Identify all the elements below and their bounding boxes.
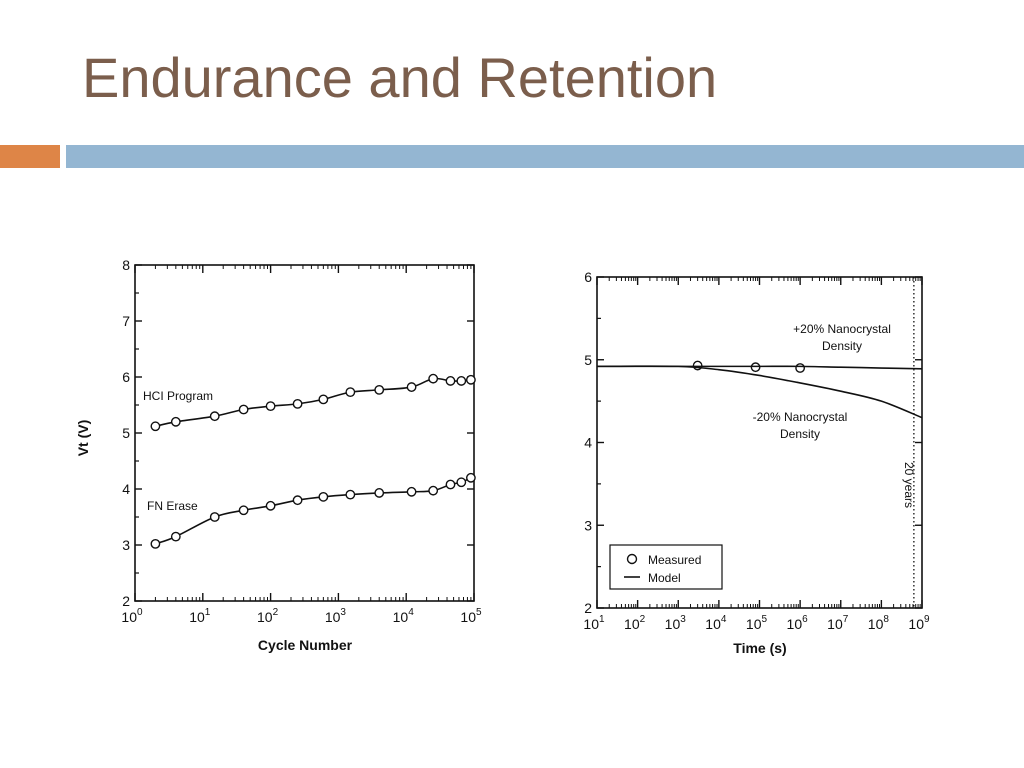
endurance-data-point [465,374,476,385]
title-accent-orange-bar [0,145,60,168]
endurance-data-point [406,486,417,497]
endurance-data-point [150,538,161,549]
slide-title: Endurance and Retention [82,46,718,109]
endurance-data-point [456,376,467,386]
retention-y-tick-label: 4 [584,435,592,451]
plus-20-annotation: +20% Nanocrystal [793,322,891,336]
endurance-data-point [374,488,385,498]
endurance-data-point [374,384,385,395]
endurance-y-tick-label: 8 [122,257,130,273]
endurance-y-tick-label: 4 [122,481,130,497]
legend-measured-marker [626,553,638,565]
retention-series-line-2 [596,365,923,419]
retention-x-tick-label: 101 [583,614,605,632]
endurance-data-point [445,479,456,490]
plus-20-density-annotation: Density [822,339,862,353]
retention-y-tick-label: 3 [584,517,592,533]
endurance-x-axis-label: Cycle Number [258,637,353,653]
retention-x-tick-label: 109 [908,614,930,632]
endurance-y-axis-label: Vt (V) [75,420,91,457]
endurance-data-point [265,401,276,412]
endurance-data-point [428,485,439,496]
retention-x-tick-label: 106 [787,614,809,632]
endurance-y-tick-label: 6 [122,369,130,385]
retention-x-tick-label: 104 [705,614,727,632]
endurance-data-point [292,398,303,409]
endurance-x-tick-label: 100 [121,607,143,625]
retention-x-tick-label: 105 [746,614,768,632]
retention-data-point [750,362,761,373]
endurance-data-point [428,373,439,384]
endurance-y-tick-label: 2 [122,593,130,609]
endurance-data-point [209,512,220,522]
endurance-data-point [292,495,303,506]
retention-x-axis-label: Time (s) [733,640,786,656]
endurance-x-tick-label: 102 [257,607,279,625]
endurance-y-tick-label: 7 [122,313,130,329]
minus-20-annotation: -20% Nanocrystal [753,410,848,424]
endurance-x-tick-label: 105 [460,607,482,625]
legend-model-label: Model [648,571,681,585]
endurance-data-point [465,472,476,483]
endurance-data-point [318,491,329,502]
retention-x-tick-label: 102 [624,614,646,632]
endurance-data-point [209,411,220,422]
endurance-x-tick-label: 101 [189,607,211,625]
endurance-x-tick-label: 104 [393,607,415,625]
endurance-data-point [238,505,249,516]
retention-x-tick-label: 107 [827,614,849,632]
legend-measured-label: Measured [648,553,701,567]
hci-program-label: HCI Program [143,389,213,403]
endurance-data-point [445,376,456,386]
retention-legend-box [609,544,723,590]
retention-y-tick-label: 6 [584,269,592,285]
endurance-data-point [345,489,356,500]
endurance-data-point [456,477,467,488]
endurance-data-point [318,394,329,405]
retention-data-point [795,363,806,373]
endurance-data-point [265,500,276,511]
endurance-data-point [170,416,181,427]
minus-20-density-annotation: Density [780,427,820,441]
endurance-y-tick-label: 5 [122,425,130,441]
endurance-plot-frame [134,264,475,602]
retention-x-tick-label: 103 [665,614,687,632]
twenty-years-label: 20 years [902,462,916,508]
endurance-data-point [406,382,417,392]
endurance-data-point [150,421,161,432]
endurance-series-line-1 [155,477,472,545]
title-accent-blue-bar [66,145,1024,168]
endurance-data-point [238,404,249,415]
retention-x-tick-label: 108 [868,614,890,632]
endurance-data-point [345,387,356,398]
retention-y-tick-label: 5 [584,352,592,368]
retention-y-tick-label: 2 [584,600,592,616]
endurance-y-tick-label: 3 [122,537,130,553]
endurance-data-point [170,531,181,542]
endurance-x-tick-label: 103 [325,607,347,625]
fn-erase-label: FN Erase [147,499,198,513]
